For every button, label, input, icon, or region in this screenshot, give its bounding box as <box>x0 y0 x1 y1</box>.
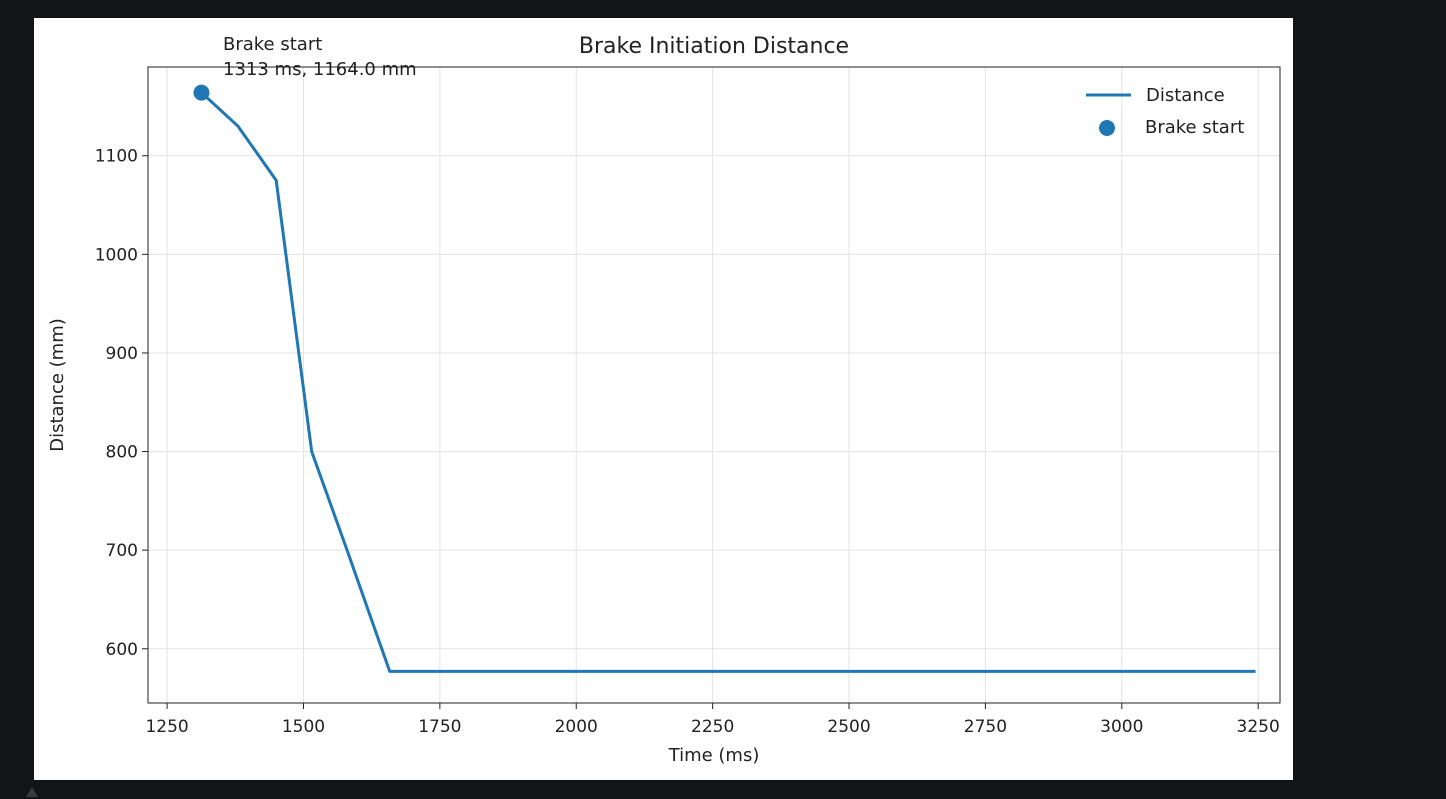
chart-figure: 1250 1500 1750 2000 2250 2500 2750 3000 3250 600 7… <box>34 18 1293 780</box>
x-tick-label: 2500 <box>827 717 870 737</box>
x-tick-label: 3250 <box>1237 717 1280 737</box>
y-tick-label: 600 <box>106 640 138 660</box>
x-tick-label: 2250 <box>691 717 734 737</box>
series-line-distance <box>200 91 1256 673</box>
y-tick-label: 700 <box>106 541 138 561</box>
legend-label-distance: Distance <box>1146 85 1225 106</box>
x-tick-label: 2000 <box>555 717 598 737</box>
annotation-line-1: Brake start <box>223 34 322 55</box>
y-tick-label: 1100 <box>95 147 138 167</box>
scatter-point-brake-start <box>193 84 210 101</box>
legend-label-brake-start: Brake start <box>1145 117 1244 138</box>
y-tick-label: 800 <box>106 443 138 463</box>
series-layer <box>193 84 1256 673</box>
legend: Distance Brake start <box>1086 85 1244 138</box>
chart-title: Brake Initiation Distance <box>579 34 849 59</box>
x-tick-label: 2750 <box>964 717 1007 737</box>
x-axis-label: Time (ms) <box>668 745 760 766</box>
corner-indicator-icon <box>26 787 38 797</box>
tick-layer: 1250 1500 1750 2000 2250 2500 2750 3000 3250 600 7… <box>95 147 1280 737</box>
annotation-line-2: 1313 ms, 1164.0 mm <box>223 59 417 80</box>
y-tick-label: 1000 <box>95 245 138 265</box>
grid-layer <box>148 67 1280 703</box>
y-tick-label: 900 <box>106 344 138 364</box>
x-tick-label: 3000 <box>1100 717 1143 737</box>
legend-swatch-brake-start <box>1099 120 1115 136</box>
chart-svg: 1250 1500 1750 2000 2250 2500 2750 3000 3250 600 7… <box>47 34 1281 766</box>
x-tick-label: 1500 <box>282 717 325 737</box>
x-tick-label: 1750 <box>418 717 461 737</box>
x-tick-label: 1250 <box>145 717 188 737</box>
y-axis-label: Distance (mm) <box>47 318 68 452</box>
plot-frame <box>147 66 1281 704</box>
